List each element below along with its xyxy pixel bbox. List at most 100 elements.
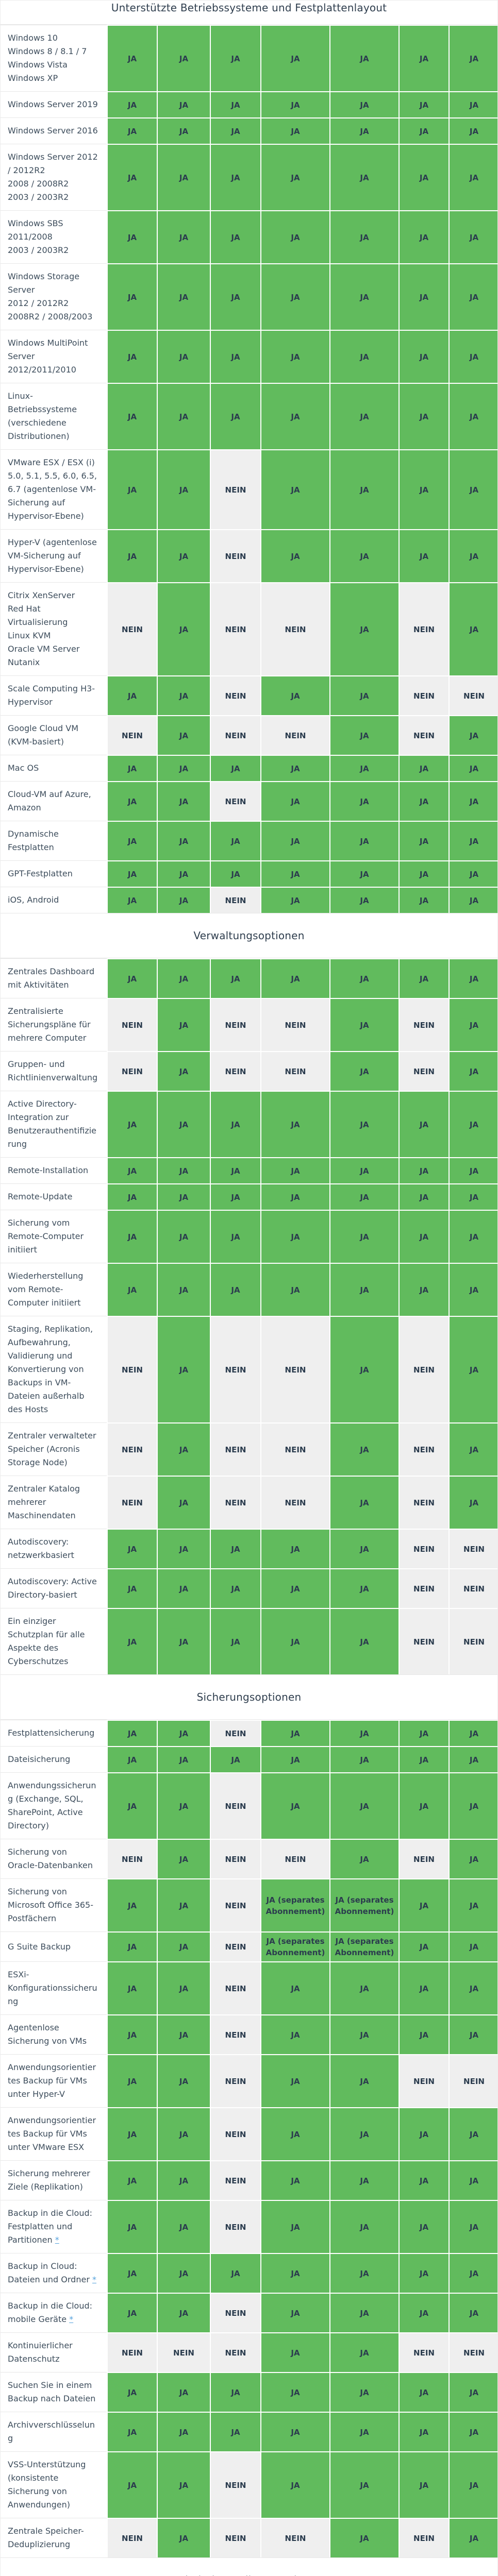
feature-label: Hyper-V (agentenlose VM-Sicherung auf Hy… (1, 529, 107, 582)
section-title: Wiederherstellungsoptionen (175, 2574, 323, 2576)
value-cell-ja: JA (329, 144, 399, 210)
value-cell-ja: JA (399, 144, 449, 210)
value-cell-ja: JA (260, 1263, 329, 1316)
value-cell-ja: JA (329, 2293, 399, 2332)
value-cell-ja: JA (329, 117, 399, 144)
value-cell-ja: JA (449, 383, 497, 449)
value-cell-ja: JA (107, 887, 157, 913)
value-cell-ja: JA (329, 582, 399, 675)
value-cell-ja: JA (399, 1772, 449, 1839)
table-row: GPT-Festplatten JA JA JA JA JA JA JA (1, 860, 497, 887)
value-cell-ja: JA (329, 449, 399, 529)
value-cell-ja: JA (157, 860, 210, 887)
value-cell-ja: JA (157, 755, 210, 781)
value-cell-nein: NEIN (260, 582, 329, 675)
value-cell-ja: JA (157, 1878, 210, 1931)
value-cell-nein: NEIN (210, 1961, 260, 2014)
feature-link[interactable]: * (69, 2314, 74, 2324)
feature-label: Staging, Replikation, Aufbewahrung, Vali… (1, 1316, 107, 1422)
feature-label: G Suite Backup (1, 1931, 107, 1961)
value-cell-ja: JA (329, 2412, 399, 2451)
feature-link[interactable]: * (55, 2235, 59, 2245)
value-cell-ja: JA (399, 2451, 449, 2518)
value-cell-ja: JA (329, 2107, 399, 2160)
value-cell-ja: JA (210, 117, 260, 144)
value-cell-ja: JA (107, 449, 157, 529)
value-cell-ja: JA (107, 1720, 157, 1746)
feature-label: VMware ESX / ESX (i) 5.0, 5.1, 5.5, 6.0,… (1, 449, 107, 529)
value-cell-nein: NEIN (107, 1051, 157, 1091)
value-cell-ja: JA (399, 91, 449, 117)
value-cell-ja: JA (260, 144, 329, 210)
value-cell-ja: JA (449, 1316, 497, 1422)
value-cell-nein: NEIN (210, 2160, 260, 2200)
value-cell-ja: JA (107, 2160, 157, 2200)
value-cell-ja: JA (449, 1183, 497, 1210)
value-cell-ja: JA (449, 2451, 497, 2518)
value-cell-ja: JA (157, 1961, 210, 2014)
value-cell-ja: JA (449, 1476, 497, 1529)
value-cell-ja: JA (449, 1839, 497, 1878)
feature-label: iOS, Android (1, 887, 107, 913)
table-row: Staging, Replikation, Aufbewahrung, Vali… (1, 1316, 497, 1422)
table-row: Remote-Update JA JA JA JA JA JA JA (1, 1183, 497, 1210)
table-row: Anwendungssicherung (Exchange, SQL, Shar… (1, 1772, 497, 1839)
value-cell-ja: JA (210, 1568, 260, 1608)
table-row: Windows Server 2019 JA JA JA JA JA JA JA (1, 91, 497, 117)
table-row: Gruppen- und Richtlinienverwaltung NEIN JA… (1, 1051, 497, 1091)
value-cell-ja: JA (399, 887, 449, 913)
value-cell-nein: NEIN (210, 781, 260, 821)
feature-label: Scale Computing H3-Hypervisor (1, 675, 107, 715)
value-cell-ja: JA (107, 2451, 157, 2518)
value-cell-ja: JA (157, 1839, 210, 1878)
value-cell-nein: NEIN (399, 1529, 449, 1568)
value-cell-ja: JA (107, 1961, 157, 2014)
table-row: Sicherung von Microsoft Office 365-Postf… (1, 1878, 497, 1931)
value-cell-ja: JA (329, 1210, 399, 1263)
value-cell-ja: JA (329, 1316, 399, 1422)
value-cell-ja: JA (107, 330, 157, 383)
feature-label: Zentraler Katalog mehrerer Maschinendate… (1, 1476, 107, 1529)
value-cell-ja: JA (449, 1422, 497, 1476)
value-cell-ja: JA (107, 1568, 157, 1608)
feature-label: Backup in die Cloud: Festplatten und Par… (1, 2200, 107, 2253)
value-cell-nein: NEIN (107, 998, 157, 1051)
value-cell-ja: JA (399, 210, 449, 263)
value-cell-ja: JA (157, 2200, 210, 2253)
value-cell-ja: JA (260, 383, 329, 449)
value-cell-ja: JA (157, 2372, 210, 2412)
value-cell-ja: JA (157, 2518, 210, 2557)
value-cell-ja: JA (157, 1476, 210, 1529)
value-cell-ja: JA (449, 1263, 497, 1316)
value-cell-nein: NEIN (260, 2518, 329, 2557)
section-title: Verwaltungsoptionen (193, 929, 305, 942)
value-cell-ja: JA (449, 2253, 497, 2293)
value-cell-ja: JA (210, 263, 260, 330)
value-cell-ja: JA (399, 1263, 449, 1316)
table-row: Windows SBS 2011/2008 2003 / 2003R2 JA JA J… (1, 210, 497, 263)
value-cell-ja: JA (107, 1746, 157, 1772)
value-cell-ja: JA (329, 1051, 399, 1091)
value-cell-nein: NEIN (260, 1316, 329, 1422)
value-cell-ja: JA (260, 958, 329, 998)
table-row: Scale Computing H3-Hypervisor JA JA NEIN JA J… (1, 675, 497, 715)
value-cell-ja: JA (449, 998, 497, 1051)
feature-label: Backup in Cloud: Dateien und Ordner * (1, 2253, 107, 2293)
table-row: Anwendungsorientiertes Backup für VMs un… (1, 2107, 497, 2160)
value-cell-ja: JA (399, 117, 449, 144)
feature-link[interactable]: * (92, 2275, 96, 2284)
feature-label: Kontinuierlicher Datenschutz (1, 2332, 107, 2372)
value-cell-ja: JA (107, 1772, 157, 1839)
feature-label: Zentrale Speicher-Deduplizierung (1, 2518, 107, 2557)
value-cell-ja: JA (210, 210, 260, 263)
value-cell-ja: JA (157, 1051, 210, 1091)
value-cell-ja: JA (260, 860, 329, 887)
value-cell-ja: JA (157, 330, 210, 383)
value-cell-ja: JA (157, 1931, 210, 1961)
value-cell-ja: JA (329, 1568, 399, 1608)
value-cell-nein: NEIN (107, 1839, 157, 1878)
value-cell-ja: JA (329, 2332, 399, 2372)
value-cell-ja: JA (260, 210, 329, 263)
value-cell-ja: JA (329, 2054, 399, 2107)
value-cell-ja: JA (separates Abonnement) (260, 1931, 329, 1961)
